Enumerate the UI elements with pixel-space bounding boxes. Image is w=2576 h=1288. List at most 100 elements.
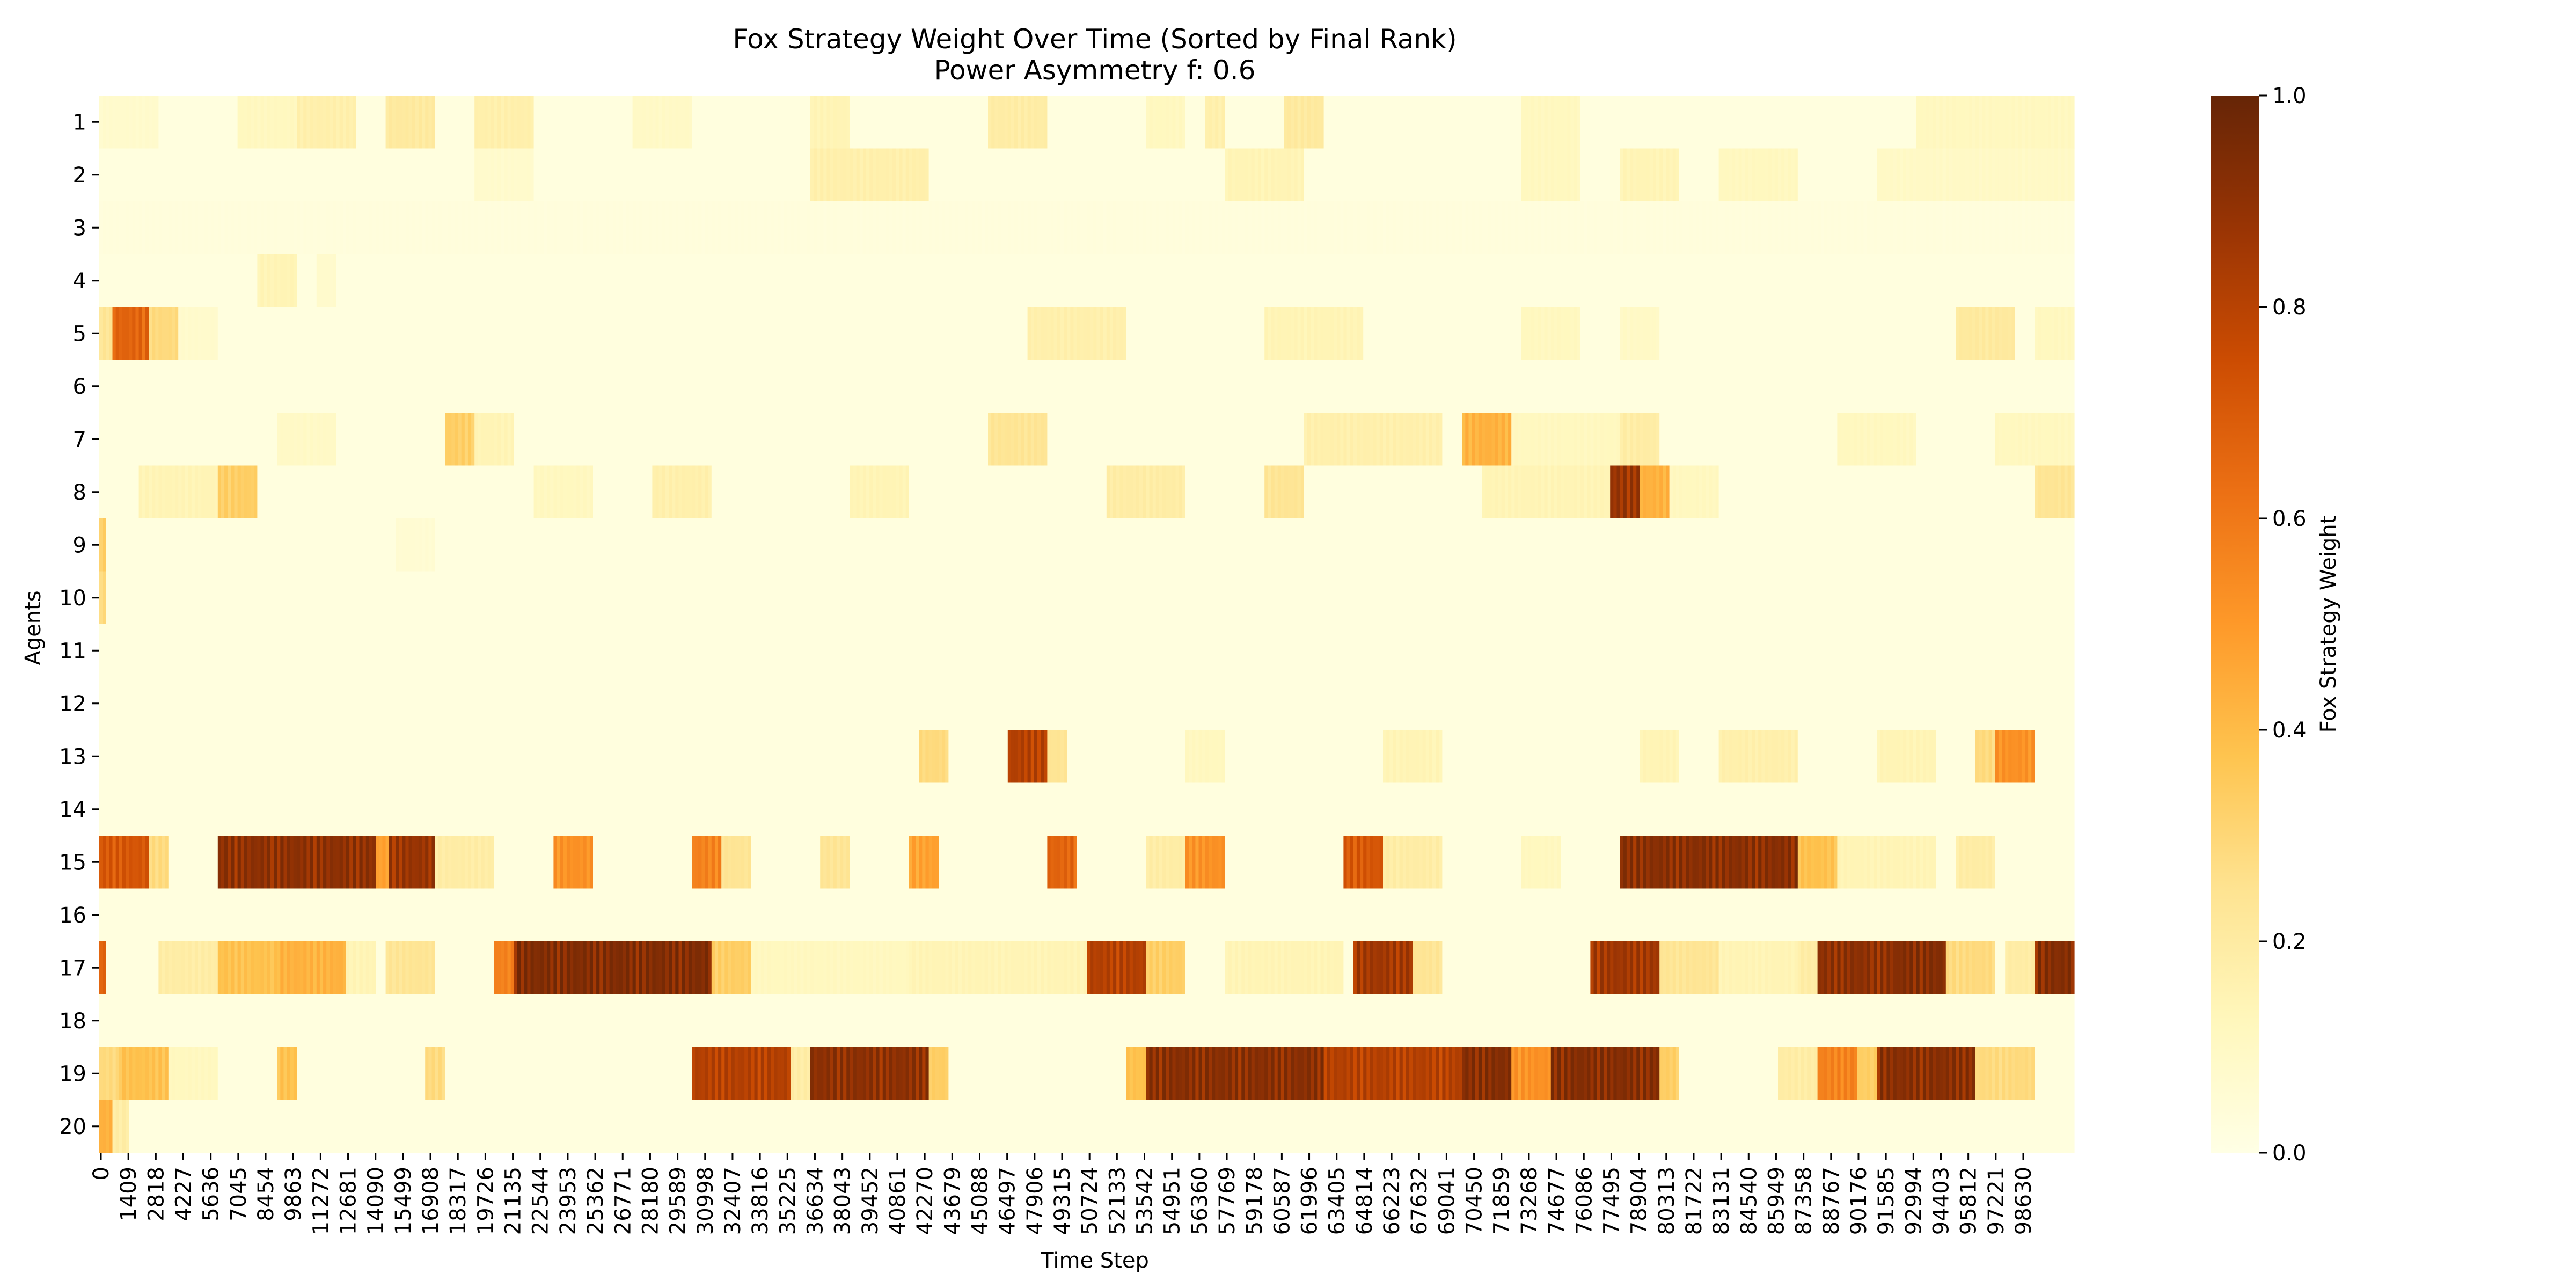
heatmap-cell bbox=[1778, 201, 1782, 255]
heatmap-cell bbox=[158, 307, 163, 361]
heatmap-cell bbox=[1758, 836, 1762, 889]
heatmap-cell bbox=[306, 413, 311, 466]
heatmap-cell bbox=[1965, 941, 1970, 995]
heatmap-cell bbox=[1903, 148, 1907, 202]
heatmap-cell bbox=[737, 941, 742, 995]
heatmap-cell bbox=[1837, 836, 1841, 889]
heatmap-cell bbox=[1311, 307, 1314, 361]
heatmap-cell bbox=[840, 941, 844, 995]
heatmap-cell bbox=[1277, 201, 1282, 255]
heatmap-cell bbox=[2021, 201, 2025, 255]
x-tick-label: 46497 bbox=[996, 1167, 1020, 1235]
heatmap-cell bbox=[1291, 465, 1294, 519]
heatmap-cell bbox=[843, 96, 847, 149]
heatmap-cell bbox=[1725, 941, 1729, 995]
heatmap-cell bbox=[1896, 413, 1900, 466]
heatmap-cell bbox=[1363, 307, 1522, 361]
heatmap-cell bbox=[142, 307, 146, 361]
heatmap-cell bbox=[836, 201, 850, 255]
heatmap-cell bbox=[1965, 1047, 1970, 1101]
heatmap-cell bbox=[741, 836, 745, 889]
heatmap-cell bbox=[244, 96, 248, 149]
heatmap-cell bbox=[616, 201, 620, 255]
heatmap-cell bbox=[1422, 941, 1426, 995]
heatmap-cell bbox=[396, 941, 399, 995]
heatmap-cell bbox=[1109, 201, 1114, 255]
heatmap-cell bbox=[1689, 941, 1693, 995]
heatmap-cell bbox=[1909, 836, 1914, 889]
heatmap-cell bbox=[1992, 201, 1996, 255]
heatmap-cell bbox=[339, 836, 343, 889]
heatmap-cell bbox=[580, 941, 584, 995]
heatmap-cell bbox=[501, 941, 504, 995]
heatmap-cell bbox=[1294, 148, 1298, 202]
heatmap-cell bbox=[487, 96, 492, 149]
heatmap-cell bbox=[1350, 413, 1354, 466]
heatmap-cell bbox=[599, 941, 603, 995]
heatmap-cell bbox=[708, 201, 712, 255]
heatmap-cell bbox=[277, 96, 284, 149]
heatmap-cell bbox=[1452, 1047, 1456, 1101]
heatmap-cell bbox=[1409, 836, 1413, 889]
heatmap-cell bbox=[609, 941, 613, 995]
heatmap-cell bbox=[1182, 941, 1186, 995]
heatmap-cell bbox=[1465, 413, 1469, 466]
heatmap-cell bbox=[415, 836, 419, 889]
heatmap-cell bbox=[217, 836, 222, 889]
heatmap-cell bbox=[1975, 96, 1979, 149]
heatmap-cell bbox=[1093, 307, 1097, 361]
heatmap-cell bbox=[1472, 1047, 1476, 1101]
heatmap-cell bbox=[287, 836, 291, 889]
heatmap-cell bbox=[1797, 941, 1802, 995]
heatmap-cell bbox=[596, 941, 600, 995]
heatmap-cell bbox=[356, 941, 360, 995]
heatmap-cell bbox=[1672, 148, 1677, 202]
heatmap-cell bbox=[211, 1047, 215, 1101]
x-tick-label: 92994 bbox=[1901, 1167, 1926, 1235]
heatmap-cell bbox=[1409, 941, 1413, 995]
heatmap-cell bbox=[168, 941, 172, 995]
heatmap-cell bbox=[1366, 941, 1371, 995]
heatmap-cell bbox=[310, 413, 314, 466]
heatmap-cell bbox=[1238, 941, 1242, 995]
heatmap-cell bbox=[1383, 413, 1387, 466]
heatmap-cell bbox=[945, 941, 949, 995]
heatmap-cell bbox=[1554, 1047, 1558, 1101]
heatmap-cell bbox=[103, 518, 106, 572]
heatmap-cell bbox=[2005, 148, 2009, 202]
heatmap-cell bbox=[372, 941, 376, 995]
heatmap-cell bbox=[1636, 148, 1640, 202]
heatmap-cell bbox=[1916, 836, 1920, 889]
heatmap-cell bbox=[431, 1047, 436, 1101]
heatmap-cell bbox=[840, 836, 844, 889]
heatmap-cell bbox=[583, 941, 587, 995]
heatmap-cell bbox=[2035, 148, 2039, 202]
heatmap-cell bbox=[1797, 1047, 1802, 1101]
heatmap-cell bbox=[1346, 836, 1351, 889]
heatmap-cell bbox=[1840, 413, 1845, 466]
heatmap-cell bbox=[1567, 1047, 1571, 1101]
heatmap-cell bbox=[1564, 96, 1568, 149]
heatmap-cell bbox=[217, 941, 222, 995]
heatmap-cell bbox=[1890, 148, 1894, 202]
heatmap-cell bbox=[1715, 201, 1719, 255]
heatmap-cell bbox=[1416, 730, 1420, 784]
heatmap-cell bbox=[1547, 836, 1552, 889]
y-tick-label: 5 bbox=[73, 321, 86, 346]
heatmap-cell bbox=[1126, 465, 1133, 519]
heatmap-cell bbox=[1574, 465, 1578, 519]
heatmap-cell bbox=[1399, 201, 1403, 255]
heatmap-cell bbox=[497, 148, 501, 202]
heatmap-cell bbox=[1271, 307, 1275, 361]
heatmap-cell bbox=[1854, 201, 1857, 255]
heatmap-cell bbox=[1442, 1047, 1446, 1101]
heatmap-cell bbox=[1985, 1047, 1989, 1101]
heatmap-cell bbox=[1725, 836, 1729, 889]
heatmap-cell bbox=[1590, 201, 1594, 255]
heatmap-cell bbox=[1939, 148, 1943, 202]
heatmap-cell bbox=[1531, 201, 1535, 255]
heatmap-cell bbox=[1231, 941, 1235, 995]
heatmap-cell bbox=[194, 465, 199, 519]
heatmap-cell bbox=[2067, 201, 2072, 255]
heatmap-cell bbox=[1666, 730, 1670, 784]
